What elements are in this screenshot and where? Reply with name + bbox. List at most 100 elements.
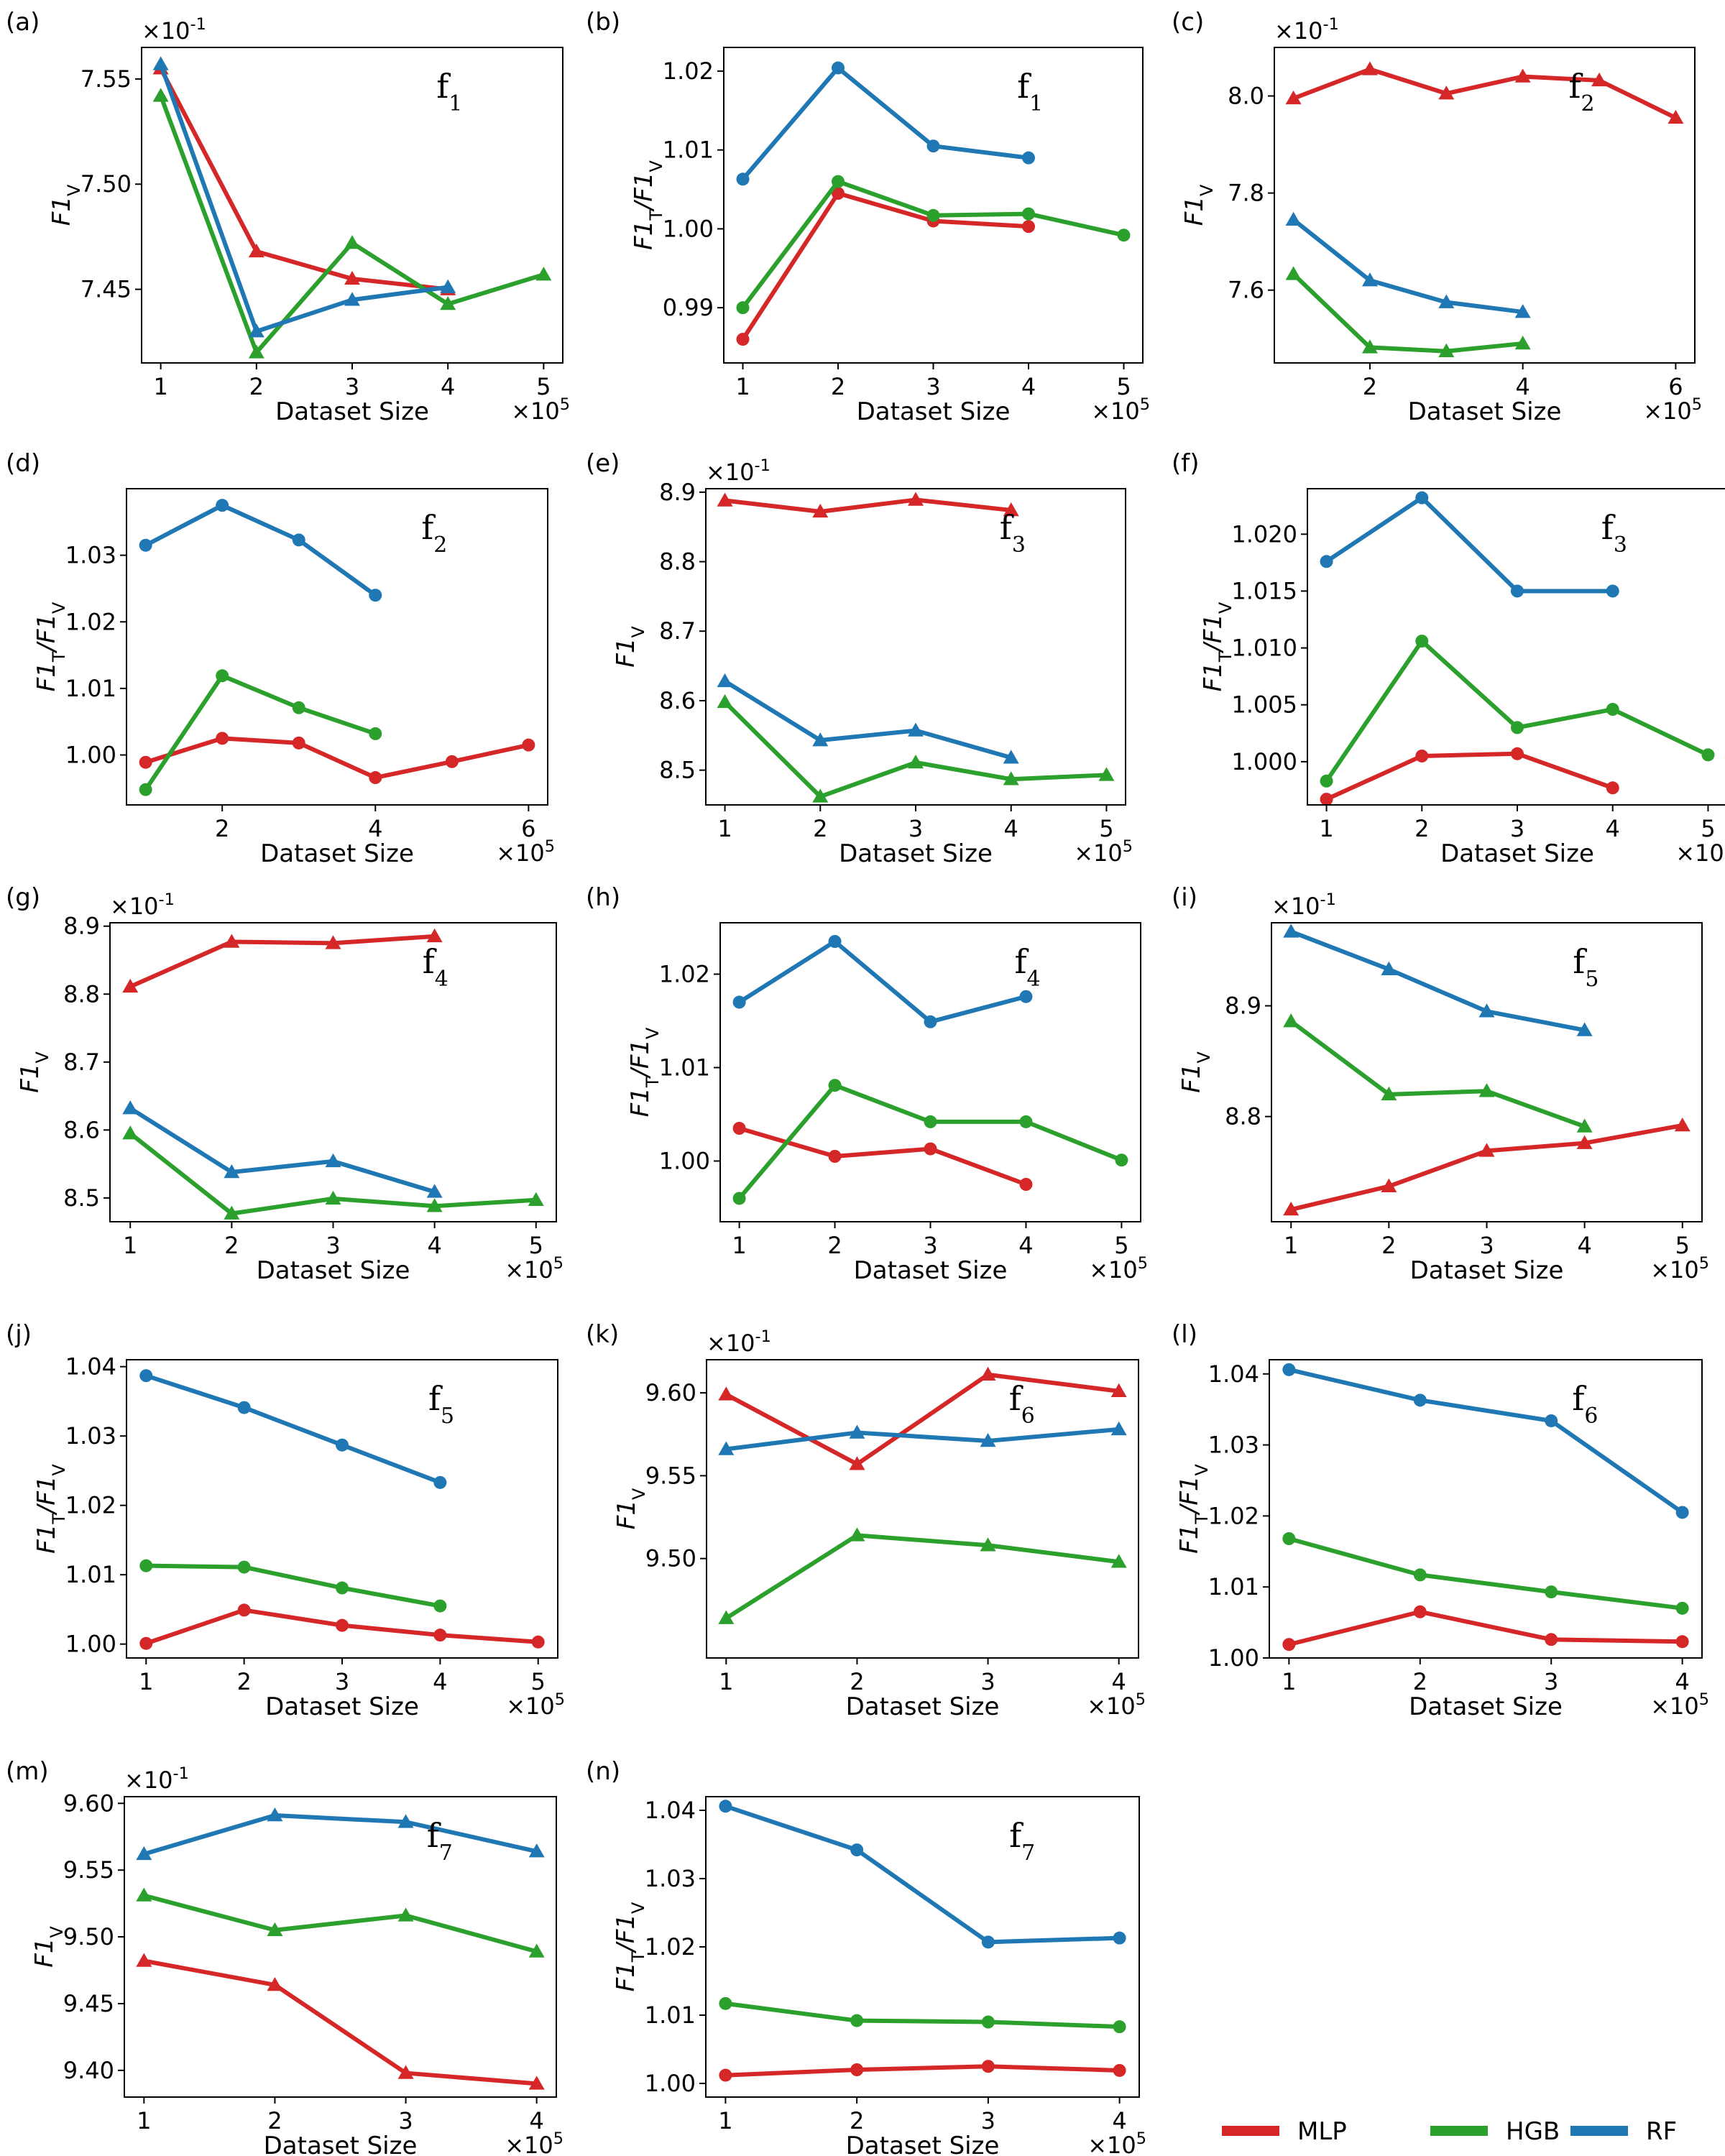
x-tick-label: 5 — [1701, 815, 1715, 842]
data-point-hgb — [850, 2014, 864, 2027]
data-point-hgb — [1019, 1115, 1033, 1128]
data-point-mlp — [1674, 1117, 1690, 1132]
x-tick-label: 1 — [735, 373, 750, 400]
axes-frame — [126, 1359, 558, 1659]
x-tick-label: 1 — [1319, 815, 1333, 842]
data-point-hgb — [926, 208, 940, 222]
data-point-rf — [719, 1800, 732, 1813]
data-point-mlp — [445, 755, 459, 768]
series-line-hgb — [144, 673, 377, 791]
data-point-mlp — [850, 2063, 864, 2076]
x-scale-label: ×105 — [506, 1690, 565, 1720]
data-point-rf — [924, 1015, 937, 1028]
chart-panel-l: (l) 1 2 3 4 1.00 1.01 1.02 1.03 1.04 Dataset Size ×… — [1172, 1320, 1709, 1721]
chart-title: f6 — [1572, 1379, 1598, 1429]
data-point-hgb — [440, 296, 456, 310]
data-point-mlp — [397, 2065, 414, 2079]
data-point-hgb — [924, 1115, 937, 1128]
chart-panel-f: (f) 1 2 3 4 5 1.000 1.005 1.010 1.015 1.020 Dataset… — [1172, 449, 1725, 868]
data-point-rf — [812, 732, 829, 747]
data-point-rf — [1545, 1414, 1558, 1427]
chart-panel-a: (a) 1 2 3 4 5 7.45 7.50 7.55 Dataset Size ×105 ×10-… — [6, 8, 570, 426]
x-tick-label: 1 — [719, 1668, 733, 1695]
data-point-rf — [849, 1424, 865, 1439]
x-scale-label: ×105 — [505, 1254, 564, 1284]
x-tick-label: 4 — [1516, 373, 1530, 400]
series-line-hgb — [724, 1533, 1120, 1621]
x-tick-label: 4 — [1606, 815, 1620, 842]
y-tick-label: 7.55 — [80, 65, 132, 93]
series-line-rf — [158, 63, 448, 334]
x-tick-label: 3 — [908, 815, 923, 842]
panel-label: (d) — [6, 449, 40, 478]
data-point-mlp — [732, 1122, 746, 1135]
data-point-mlp — [216, 732, 229, 745]
y-axis-label: F1T/F1V — [1175, 1463, 1212, 1553]
chart-title: f7 — [1009, 1816, 1035, 1866]
data-point-hgb — [139, 1559, 153, 1572]
y-tick-label: 1.01 — [65, 675, 116, 702]
x-tick-label: 1 — [732, 1232, 746, 1259]
data-point-rf — [1511, 584, 1524, 598]
legend: MLP HGB RF — [1222, 2117, 1677, 2146]
data-point-rf — [1576, 1022, 1593, 1036]
y-tick-label: 9.40 — [63, 2057, 114, 2084]
y-scale-label: ×10-1 — [142, 15, 206, 45]
data-point-hgb — [812, 788, 829, 803]
data-point-hgb — [1282, 1532, 1296, 1545]
x-tick-label: 2 — [1414, 815, 1429, 842]
data-point-rf — [1514, 304, 1531, 318]
y-tick-label: 1.02 — [663, 57, 714, 85]
series-line-mlp — [740, 191, 1029, 341]
chart-title: f1 — [1017, 67, 1043, 116]
x-tick-label: 5 — [529, 1232, 543, 1259]
y-tick-label: 1.02 — [1208, 1502, 1259, 1529]
series-line-mlp — [724, 497, 1012, 514]
y-tick-label: 1.03 — [65, 1422, 116, 1450]
data-point-mlp — [426, 928, 443, 943]
x-tick-label: 3 — [981, 2107, 995, 2134]
x-tick-label: 1 — [1284, 1232, 1298, 1259]
x-tick-label: 6 — [1668, 373, 1683, 400]
y-tick-label: 1.04 — [65, 1353, 116, 1381]
x-tick-label: 3 — [1479, 1232, 1494, 1259]
panel-label: (n) — [586, 1757, 620, 1786]
x-tick-label: 5 — [531, 1668, 546, 1695]
y-tick-label: 8.0 — [1228, 83, 1264, 110]
data-point-mlp — [528, 2076, 545, 2090]
x-axis-label: Dataset Size — [857, 397, 1011, 426]
y-axis-label: F1V — [612, 1488, 649, 1529]
data-point-mlp — [1282, 1638, 1296, 1651]
data-point-rf — [426, 1184, 443, 1198]
data-point-mlp — [292, 736, 305, 750]
y-scale-label: ×10-1 — [706, 456, 770, 486]
data-point-hgb — [1098, 767, 1115, 781]
y-axis-label: F1T/F1V — [32, 1463, 69, 1553]
data-point-mlp — [1675, 1635, 1689, 1649]
data-point-hgb — [237, 1560, 251, 1574]
y-tick-label: 8.6 — [659, 687, 696, 714]
data-point-hgb — [336, 1581, 349, 1595]
y-tick-label: 8.8 — [63, 980, 100, 1008]
data-point-mlp — [1361, 61, 1378, 75]
panel-label: (h) — [586, 883, 620, 912]
axes-frame — [1269, 1359, 1703, 1659]
data-point-rf — [136, 1846, 152, 1861]
data-point-mlp — [531, 1635, 545, 1649]
x-axis-label: Dataset Size — [854, 1256, 1008, 1285]
x-tick-label: 2 — [215, 815, 229, 842]
data-point-rf — [248, 323, 264, 338]
x-axis-label: Dataset Size — [264, 2132, 418, 2156]
series-line-mlp — [129, 934, 435, 989]
chart-panel-i: (i) 1 2 3 4 5 8.8 8.9 Dataset Size ×105 ×10-1 F1V f5 — [1172, 883, 1709, 1285]
x-tick-label: 2 — [1381, 1232, 1396, 1259]
data-point-mlp — [849, 1456, 865, 1470]
series-line-mlp — [738, 1126, 1027, 1187]
x-scale-label: ×105 — [511, 395, 570, 425]
y-tick-label: 8.9 — [1225, 992, 1261, 1020]
y-tick-label: 8.9 — [659, 479, 696, 506]
data-point-hgb — [1381, 1086, 1397, 1101]
y-scale-label: ×10-1 — [1271, 890, 1336, 920]
series-line-hgb — [1292, 272, 1523, 354]
series-line-mlp — [158, 67, 448, 292]
